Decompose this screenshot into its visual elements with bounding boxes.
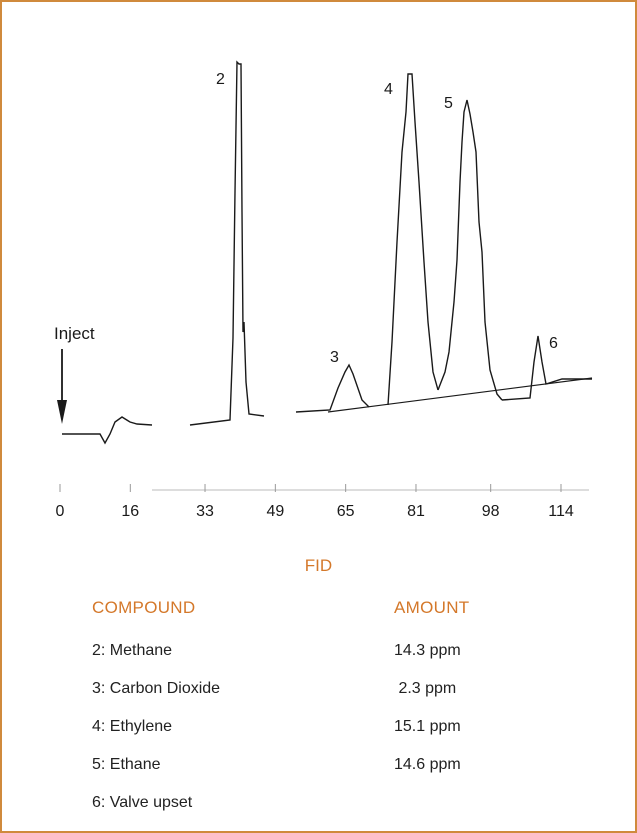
integration-baseline	[327, 377, 593, 413]
compound-name: 5: Ethane	[92, 756, 161, 773]
compound-amount: 14.6 ppm	[394, 756, 461, 773]
x-tick-label: 16	[121, 503, 139, 520]
x-tick-label: 81	[407, 503, 425, 520]
compound-amount: 15.1 ppm	[394, 718, 461, 735]
trace-peak-5	[437, 99, 503, 401]
peak-label-3: 3	[330, 349, 339, 366]
chromatogram-chart: 0 16 33 49 65 81 98 114 Inject 2 3 4 5 6	[54, 60, 593, 520]
peak-label-5: 5	[444, 95, 453, 112]
compound-header: COMPOUND	[92, 598, 196, 617]
inject-label: Inject	[54, 324, 95, 343]
inject-arrow-head	[57, 400, 67, 424]
table-row: 6: Valve upset	[2, 794, 635, 832]
amount-header: AMOUNT	[394, 598, 470, 617]
x-tick-label: 49	[266, 503, 284, 520]
trace-peak-4	[387, 73, 439, 406]
table-row: 2: Methane 14.3 ppm	[2, 642, 635, 680]
x-tick-label: 114	[548, 503, 574, 520]
compound-name: 4: Ethylene	[92, 718, 173, 735]
trace-pre-injection	[62, 416, 153, 445]
trace-peak-2	[189, 60, 265, 426]
table-row: 4: Ethylene 15.1 ppm	[2, 718, 635, 756]
compound-name: 6: Valve upset	[92, 794, 193, 811]
peak-label-2: 2	[216, 71, 225, 88]
trace-peak-3	[295, 363, 370, 413]
peak-label-6: 6	[549, 335, 558, 352]
x-tick-label: 0	[56, 503, 65, 520]
x-tick-label: 98	[482, 503, 500, 520]
trace-peak-6	[501, 335, 592, 401]
compound-amount: 14.3 ppm	[394, 642, 461, 659]
compound-name: 3: Carbon Dioxide	[92, 680, 221, 697]
x-tick-label: 65	[337, 503, 355, 520]
detector-label: FID	[304, 556, 333, 575]
table-row: 5: Ethane 14.6 ppm	[2, 756, 635, 794]
x-tick-label: 33	[196, 503, 214, 520]
compound-amount: 2.3 ppm	[394, 680, 457, 697]
peak-label-4: 4	[384, 81, 393, 98]
compound-name: 2: Methane	[92, 642, 173, 659]
table-row: 3: Carbon Dioxide 2.3 ppm	[2, 680, 635, 718]
